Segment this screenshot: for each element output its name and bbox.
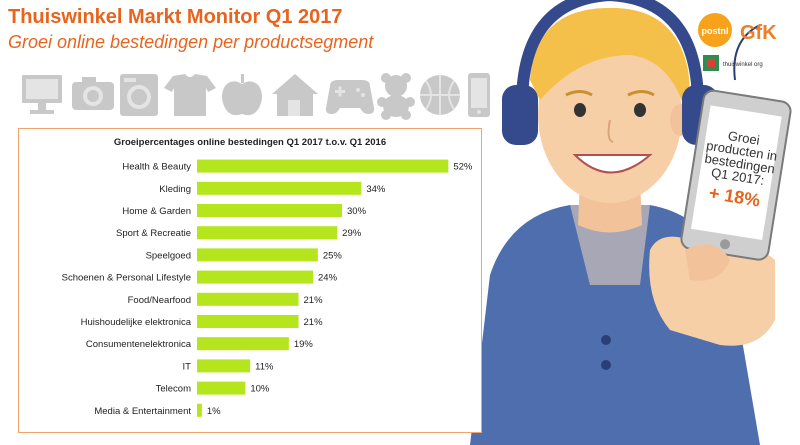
bar	[197, 403, 202, 417]
teddy-bear-icon	[377, 73, 415, 120]
category-label: Kleding	[159, 184, 191, 195]
postnl-logo: postnl	[698, 13, 732, 47]
category-label: Huishoudelijke elektronica	[81, 317, 192, 328]
phone	[680, 89, 792, 261]
bar	[197, 204, 342, 217]
page-subtitle: Groei online bestedingen per productsegm…	[8, 32, 374, 52]
category-label: Media & Entertainment	[94, 406, 191, 417]
value-label: 29%	[342, 228, 362, 239]
value-label: 52%	[453, 162, 473, 173]
bar	[197, 181, 362, 195]
gamepad-icon	[325, 80, 375, 114]
hand	[649, 236, 775, 346]
category-label: Home & Garden	[122, 206, 191, 217]
category-label: Sport & Recreatie	[116, 228, 191, 239]
logos: postnl GfK thuiswinkel org	[698, 13, 777, 71]
bar	[197, 359, 251, 373]
value-label: 34%	[366, 184, 386, 195]
bar	[197, 270, 313, 284]
bar	[197, 159, 449, 173]
value-label: 24%	[318, 273, 338, 284]
value-label: 21%	[304, 295, 324, 306]
character-illustration	[470, 0, 792, 445]
value-label: 10%	[250, 384, 270, 395]
category-label: Telecom	[156, 384, 191, 395]
value-label: 21%	[304, 317, 324, 328]
chart-svg: Groeipercentages online bestedingen Q1 2…	[62, 137, 473, 417]
headphone-cup-left	[502, 85, 538, 145]
bar	[197, 337, 289, 351]
bar	[197, 226, 338, 240]
tshirt-icon	[164, 74, 216, 116]
category-label: Food/Nearfood	[128, 295, 191, 306]
category-label: Speelgoed	[146, 250, 191, 261]
gfk-logo: GfK	[740, 22, 777, 44]
value-label: 25%	[323, 250, 343, 261]
basketball-icon	[420, 75, 460, 115]
postnl-logo-text: postnl	[702, 26, 729, 36]
hair	[530, 7, 690, 111]
computer-icon	[22, 75, 62, 114]
thuiswinkel-logo-text: thuiswinkel org	[723, 62, 763, 68]
category-label: Schoenen & Personal Lifestyle	[62, 273, 191, 284]
category-label: Consumentenelektronica	[86, 339, 192, 350]
value-label: 11%	[255, 361, 274, 372]
headphones-band	[515, 0, 705, 111]
camera-icon	[72, 77, 114, 110]
page-title: Thuiswinkel Markt Monitor Q1 2017	[8, 6, 343, 28]
bar	[197, 292, 299, 306]
chart-title: Groeipercentages online bestedingen Q1 2…	[114, 137, 386, 148]
washing-machine-icon	[120, 74, 158, 116]
house-icon	[272, 74, 318, 116]
bar-chart: Groeipercentages online bestedingen Q1 2…	[18, 128, 482, 433]
category-label: IT	[183, 361, 192, 372]
bar	[197, 315, 299, 328]
category-label: Health & Beauty	[122, 162, 191, 173]
bar	[197, 248, 318, 262]
value-label: 30%	[347, 206, 367, 217]
bar	[197, 381, 246, 395]
phone-screen: Groei producten in bestedingen Q1 2017: …	[698, 126, 781, 211]
value-label: 19%	[294, 339, 314, 350]
smartphone-icon	[468, 73, 490, 117]
apple-icon	[222, 74, 262, 116]
thuiswinkel-logo: thuiswinkel org	[703, 55, 763, 71]
category-icons	[22, 73, 490, 120]
value-label: 1%	[207, 406, 221, 417]
